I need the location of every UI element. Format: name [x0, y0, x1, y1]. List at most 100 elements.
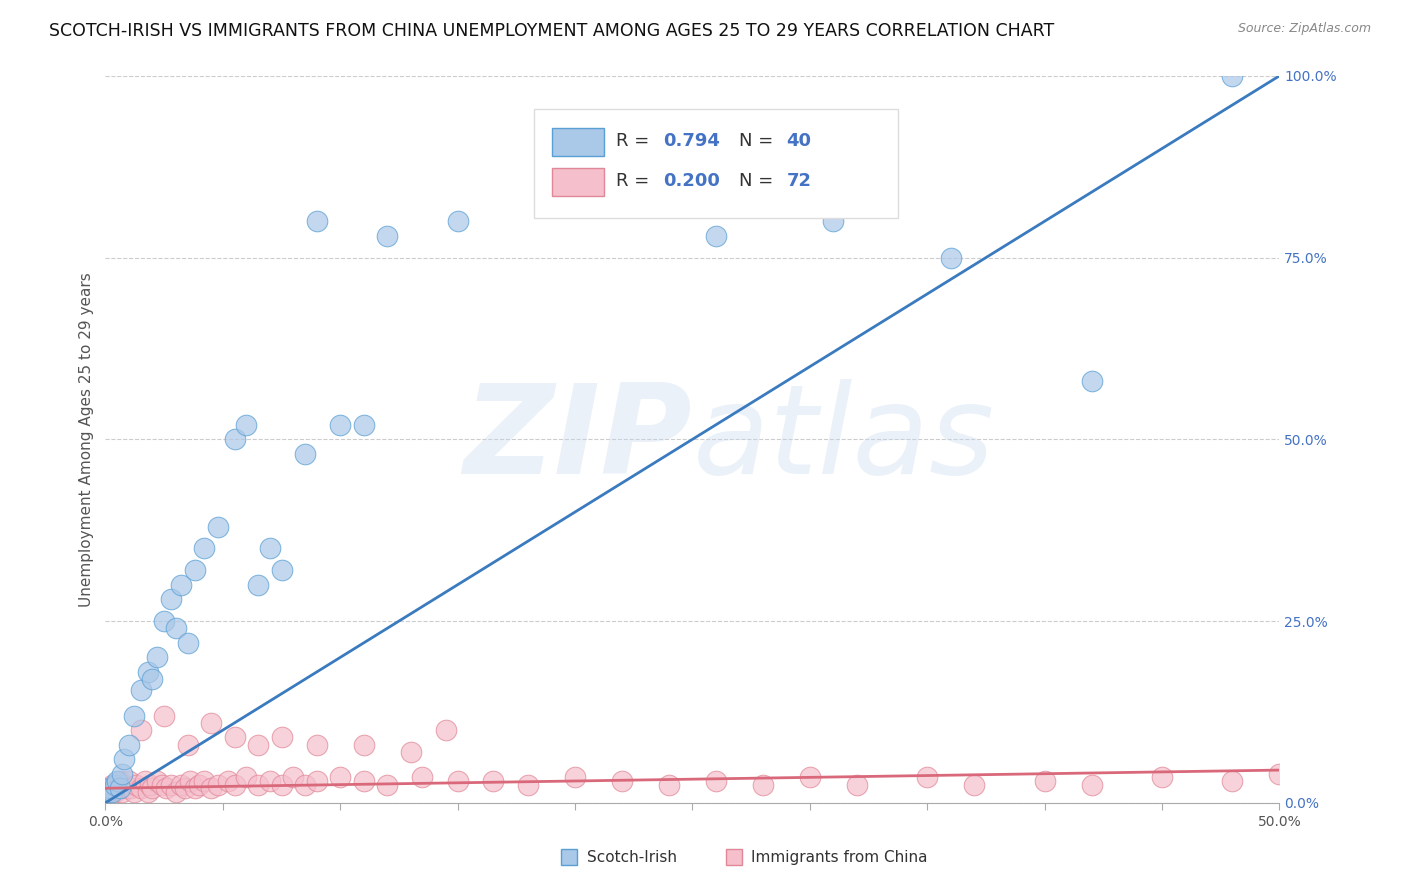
Point	[97, 781, 120, 796]
Point	[112, 778, 135, 792]
Text: atlas: atlas	[693, 379, 994, 500]
Point	[434, 723, 457, 737]
Point	[125, 778, 148, 792]
Point	[1222, 69, 1244, 83]
Point	[118, 774, 141, 789]
Point	[179, 774, 201, 789]
Point	[188, 778, 211, 792]
Point	[305, 774, 328, 789]
Point	[224, 778, 246, 792]
Point	[193, 541, 215, 556]
Point	[183, 781, 205, 796]
Point	[353, 417, 375, 432]
Point	[129, 723, 152, 737]
Point	[917, 770, 939, 784]
Point	[136, 665, 159, 679]
Point	[153, 614, 176, 628]
Point	[482, 774, 505, 789]
Text: Source: ZipAtlas.com: Source: ZipAtlas.com	[1237, 22, 1371, 36]
Point	[141, 781, 163, 796]
Point	[283, 770, 305, 784]
Point	[118, 738, 141, 752]
Point	[97, 785, 120, 799]
Point	[564, 178, 586, 192]
Point	[564, 770, 586, 784]
Point	[329, 417, 352, 432]
Point	[146, 774, 169, 789]
Point	[353, 738, 375, 752]
Point	[305, 738, 328, 752]
Point	[294, 778, 316, 792]
Point	[329, 770, 352, 784]
Point	[270, 778, 292, 792]
Point	[752, 778, 775, 792]
Point	[111, 785, 134, 799]
Text: R =: R =	[616, 132, 655, 150]
Text: Immigrants from China: Immigrants from China	[751, 850, 928, 865]
Point	[1080, 374, 1102, 388]
Text: 0.794: 0.794	[664, 132, 720, 150]
Point	[399, 745, 422, 759]
Point	[108, 781, 131, 796]
Point	[115, 781, 138, 796]
Point	[160, 592, 183, 607]
Point	[207, 519, 229, 533]
Point	[247, 578, 270, 592]
Point	[704, 228, 727, 243]
Point	[129, 683, 152, 698]
Point	[101, 778, 124, 792]
Text: R =: R =	[616, 172, 655, 190]
Point	[129, 781, 152, 796]
Point	[193, 774, 215, 789]
Point	[375, 228, 398, 243]
Point	[160, 778, 183, 792]
Text: 72: 72	[786, 172, 811, 190]
Point	[139, 778, 162, 792]
Point	[136, 785, 159, 799]
Point	[105, 781, 128, 796]
Point	[165, 785, 187, 799]
Point	[259, 541, 281, 556]
Point	[799, 770, 821, 784]
Y-axis label: Unemployment Among Ages 25 to 29 years: Unemployment Among Ages 25 to 29 years	[79, 272, 94, 607]
Point	[1222, 774, 1244, 789]
Point	[176, 636, 198, 650]
Point	[169, 578, 191, 592]
Point	[98, 781, 121, 796]
Point	[294, 447, 316, 461]
Point	[122, 708, 145, 723]
Point	[134, 774, 156, 789]
Text: N =: N =	[740, 132, 779, 150]
Point	[165, 621, 187, 635]
Point	[105, 774, 128, 789]
Point	[217, 774, 239, 789]
Text: SCOTCH-IRISH VS IMMIGRANTS FROM CHINA UNEMPLOYMENT AMONG AGES 25 TO 29 YEARS COR: SCOTCH-IRISH VS IMMIGRANTS FROM CHINA UN…	[49, 22, 1054, 40]
Text: Scotch-Irish: Scotch-Irish	[586, 850, 676, 865]
Point	[1033, 774, 1056, 789]
Point	[153, 708, 176, 723]
Text: 40: 40	[786, 132, 811, 150]
Point	[704, 774, 727, 789]
Point	[1268, 766, 1291, 780]
Text: ZIP: ZIP	[464, 379, 693, 500]
Point	[658, 778, 681, 792]
Point	[224, 432, 246, 446]
Point	[200, 715, 222, 730]
Point	[207, 778, 229, 792]
Point	[155, 781, 177, 796]
Point	[610, 774, 633, 789]
Point	[939, 251, 962, 265]
Point	[1150, 770, 1173, 784]
Point	[634, 200, 657, 214]
Point	[963, 778, 986, 792]
Point	[224, 731, 246, 745]
FancyBboxPatch shape	[534, 109, 898, 218]
Point	[305, 214, 328, 228]
Point	[235, 770, 257, 784]
Point	[122, 785, 145, 799]
Point	[111, 766, 134, 780]
Point	[104, 778, 127, 792]
Point	[104, 785, 127, 799]
Point	[845, 778, 868, 792]
Point	[98, 789, 121, 803]
